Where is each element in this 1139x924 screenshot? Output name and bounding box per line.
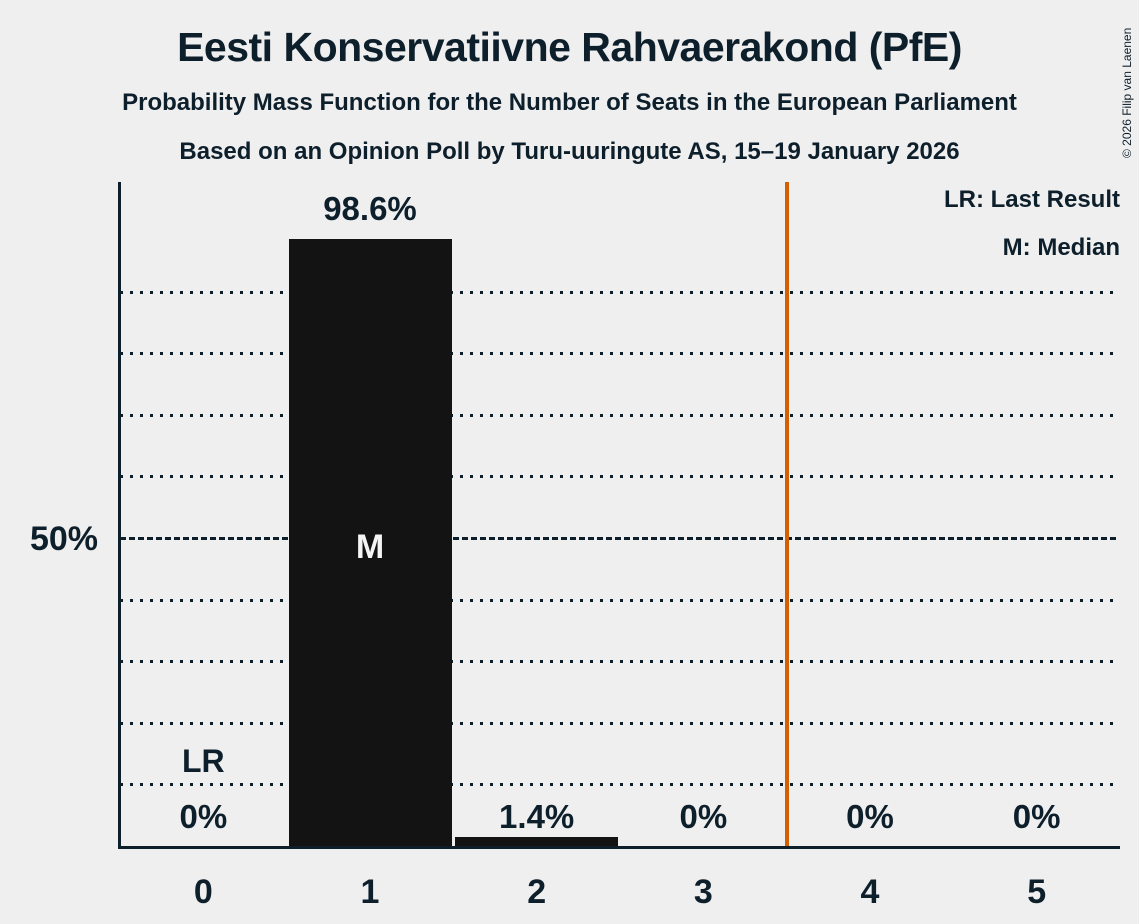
gridline [120,475,1117,479]
x-tick-label: 4 [860,873,880,911]
gridline [120,721,1117,725]
x-tick-label: 0 [193,873,213,911]
bar-value-label: 98.6% [323,189,417,227]
bar-value-label: 0% [179,798,228,835]
threshold-line [784,182,789,846]
fifty-percent-line [120,536,1117,540]
gridline [120,660,1117,664]
median-label: M [355,528,385,566]
x-tick-label: 1 [360,873,380,911]
x-tick-label: 3 [693,873,713,911]
gridline [120,783,1117,787]
legend-median: M: Median [1002,234,1120,261]
bar [288,238,452,849]
bar [455,837,619,849]
page-title: Eesti Konservatiivne Rahvaerakond (PfE) [177,24,962,70]
y-axis [118,182,121,849]
x-axis [118,846,1120,849]
gridline [120,413,1117,417]
bar-value-label: 1.4% [499,798,575,835]
last-result-label: LR [182,743,225,779]
copyright-notice: © 2026 Filip van Laenen [1120,27,1134,158]
bar-value-label: 0% [846,798,894,835]
x-tick-label: 5 [1027,873,1047,911]
bar-value-label: 0% [679,798,728,835]
chart-subtitle: Probability Mass Function for the Number… [122,89,1017,116]
gridline [120,290,1117,294]
legend-last-result: LR: Last Result [943,186,1120,213]
y-axis-tick-label: 50% [29,520,98,558]
chart-poll-source: Based on an Opinion Poll by Turu-uuringu… [179,138,960,165]
gridline [120,352,1117,356]
x-tick-label: 2 [527,873,547,911]
gridline [120,598,1117,602]
bar-value-label: 0% [1012,798,1061,835]
